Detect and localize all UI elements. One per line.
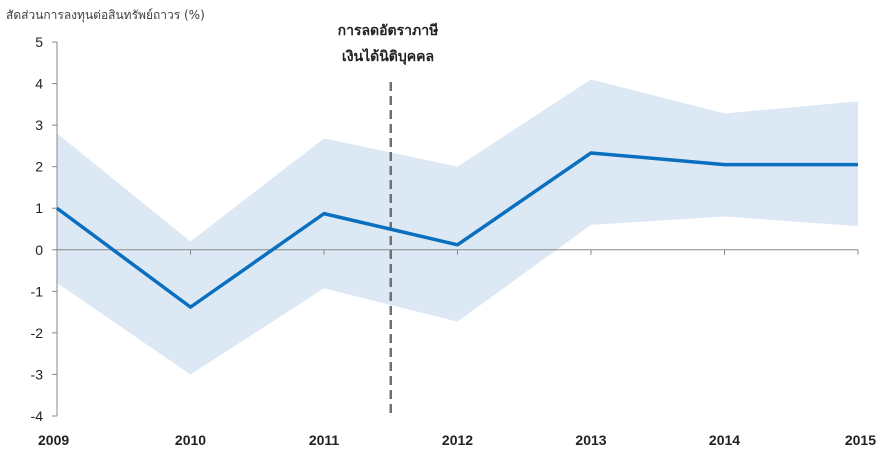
y-axis-label: สัดส่วนการลงทุนต่อสินทรัพย์ถาวร (%) (6, 8, 205, 22)
axes (52, 41, 859, 417)
x-tick-label: 2011 (309, 432, 340, 448)
annotation-line-2: เงินได้นิติบุคคล (341, 49, 435, 65)
y-tick-label: -4 (31, 408, 44, 424)
y-tick-label: -2 (31, 325, 44, 341)
x-tick-label: 2009 (38, 432, 69, 448)
x-tick-label: 2014 (709, 432, 740, 448)
annotation-line-1: การลดอัตราภาษี (337, 23, 439, 39)
x-tick-labels: 2009 2010 2011 2012 2013 2014 2015 (38, 432, 876, 448)
y-tick-label: 1 (35, 200, 43, 216)
y-tick-label: 0 (35, 242, 43, 258)
y-tick-label: 4 (35, 76, 43, 92)
confidence-band (57, 79, 858, 375)
series-line (55, 151, 858, 309)
y-tick-label: 3 (35, 117, 43, 133)
y-tick-labels: 5 4 3 2 1 0 -1 -2 -3 -4 (31, 34, 44, 424)
y-tick-label: -1 (31, 283, 44, 299)
x-tick-label: 2010 (175, 432, 206, 448)
x-tick-label: 2015 (845, 432, 876, 448)
x-tick-label: 2012 (442, 432, 473, 448)
event-annotation: การลดอัตราภาษี เงินได้นิติบุคคล (300, 18, 476, 70)
y-tick-label: 2 (35, 159, 43, 175)
y-tick-label: 5 (35, 34, 43, 50)
y-tick-label: -3 (31, 366, 44, 382)
x-tick-label: 2013 (575, 432, 606, 448)
